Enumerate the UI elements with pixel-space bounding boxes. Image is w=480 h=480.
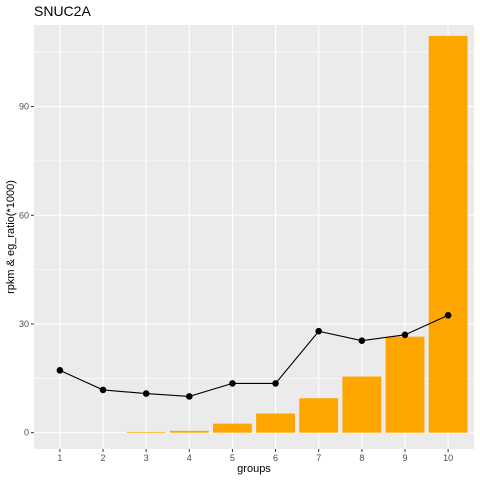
x-tick-label: 1 bbox=[57, 453, 62, 463]
line-point bbox=[142, 390, 150, 397]
bar bbox=[342, 376, 382, 433]
bar bbox=[126, 431, 166, 433]
bar bbox=[213, 423, 252, 433]
y-tick-label: 0 bbox=[24, 428, 29, 438]
line-path bbox=[59, 314, 449, 398]
bar bbox=[299, 398, 339, 433]
bar bbox=[256, 413, 295, 433]
x-tick-label: 10 bbox=[443, 453, 453, 463]
y-tick-label: 60 bbox=[19, 210, 29, 220]
chart-title: SNUC2A bbox=[34, 3, 91, 19]
line-point bbox=[358, 337, 366, 344]
line-point bbox=[444, 311, 452, 319]
line-point bbox=[56, 367, 64, 374]
line-point bbox=[229, 380, 236, 387]
x-tick-label: 3 bbox=[144, 453, 149, 463]
line-point bbox=[185, 393, 193, 400]
bar bbox=[428, 35, 468, 433]
x-tick-label: 6 bbox=[273, 453, 278, 463]
x-axis-title: groups bbox=[237, 463, 271, 475]
bars bbox=[126, 35, 468, 433]
bar bbox=[169, 430, 209, 433]
y-tick-label: 30 bbox=[19, 319, 29, 329]
line-point bbox=[401, 331, 409, 339]
x-tick-label: 2 bbox=[101, 453, 106, 463]
x-tick-label: 5 bbox=[230, 453, 235, 463]
y-tick-label: 90 bbox=[19, 102, 29, 112]
x-tick-label: 9 bbox=[402, 453, 407, 463]
line-series bbox=[56, 311, 452, 400]
x-tick-label: 8 bbox=[359, 453, 364, 463]
y-axis: 0 30 60 90 bbox=[19, 102, 34, 438]
x-tick-label: 7 bbox=[316, 453, 321, 463]
bar bbox=[385, 336, 425, 433]
line-point bbox=[99, 386, 107, 394]
x-axis: 1 2 3 4 5 6 7 8 9 10 bbox=[57, 449, 453, 463]
grid-major bbox=[34, 25, 474, 449]
y-axis-title: rpkm & eg_ratio(*1000) bbox=[5, 180, 17, 294]
x-tick-label: 4 bbox=[187, 453, 192, 463]
line-point bbox=[272, 380, 279, 387]
line-point bbox=[315, 327, 323, 335]
